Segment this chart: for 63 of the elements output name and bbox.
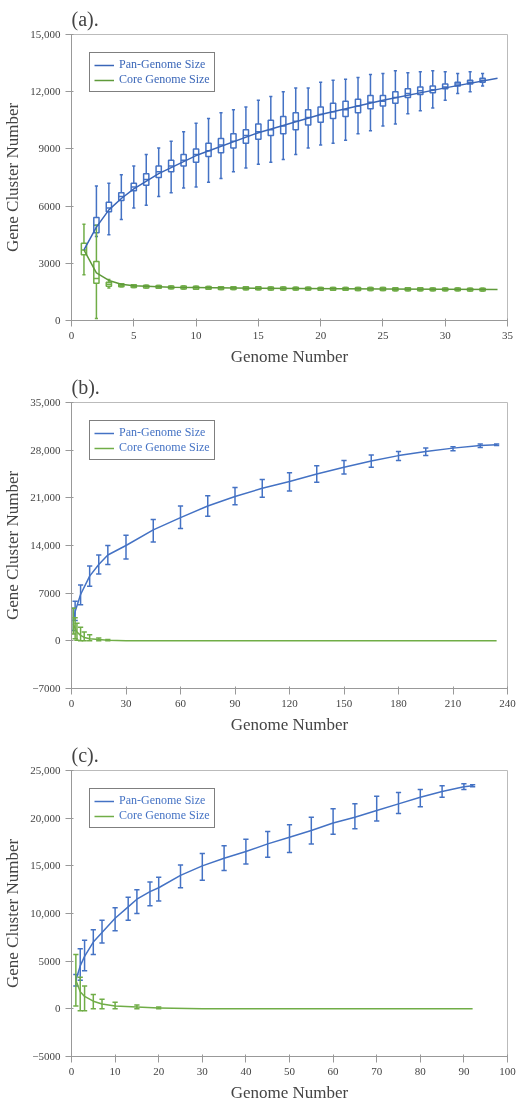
x-tick-label: 120 — [281, 696, 299, 709]
x-tick-label: 50 — [284, 1064, 296, 1077]
y-axis-title: Gene Cluster Number — [3, 470, 23, 621]
y-tick-label: 0 — [55, 1002, 61, 1015]
x-axis-title: Genome Number — [230, 346, 349, 366]
x-tick-label: 10 — [190, 328, 203, 341]
y-tick-label: −7000 — [32, 682, 61, 694]
x-tick-label: 0 — [68, 1064, 75, 1077]
y-tick-label: 3000 — [38, 256, 61, 269]
y-axis-title: Gene Cluster Number — [3, 102, 23, 253]
y-tick-label: 14,000 — [30, 539, 61, 551]
x-tick-label: 35 — [502, 328, 514, 341]
x-tick-label: 90 — [458, 1064, 470, 1077]
legend-label: Pan-Genome Size — [119, 425, 206, 440]
x-tick-label: 240 — [499, 696, 517, 709]
x-tick-label: 30 — [196, 1064, 209, 1077]
y-tick-label: 9000 — [38, 142, 61, 155]
x-tick-label: 80 — [414, 1064, 427, 1077]
y-tick-label: 0 — [55, 634, 61, 647]
y-tick-label: 0 — [55, 314, 61, 326]
y-tick-label: 21,000 — [30, 491, 61, 504]
x-tick-label: 180 — [390, 696, 408, 709]
y-tick-label: 7000 — [38, 586, 61, 599]
x-tick-label: 15 — [252, 328, 265, 341]
x-tick-label: 150 — [335, 696, 353, 709]
x-axis-title: Genome Number — [230, 1082, 349, 1102]
y-tick-label: 15,000 — [30, 28, 61, 40]
y-tick-label: 28,000 — [30, 443, 61, 456]
legend-label: Core Genome Size — [119, 808, 210, 823]
y-tick-label: 15,000 — [30, 859, 61, 872]
legend-label: Pan-Genome Size — [119, 793, 206, 808]
y-tick-label: 10,000 — [30, 907, 61, 919]
x-tick-label: 70 — [371, 1064, 383, 1077]
x-tick-label: 10 — [109, 1064, 122, 1077]
y-tick-label: 5000 — [38, 954, 61, 967]
x-tick-label: 30 — [120, 696, 132, 709]
chart-title: (b). — [71, 375, 100, 399]
x-tick-label: 100 — [499, 1064, 517, 1077]
x-tick-label: 210 — [444, 696, 462, 709]
x-tick-label: 30 — [439, 328, 452, 341]
legend-label: Core Genome Size — [119, 72, 210, 87]
y-tick-label: 12,000 — [30, 85, 61, 98]
x-tick-label: 5 — [131, 328, 138, 341]
y-tick-label: −5000 — [32, 1050, 61, 1062]
y-tick-label: 35,000 — [30, 396, 61, 408]
x-tick-label: 90 — [229, 696, 241, 709]
legend-label: Core Genome Size — [119, 440, 210, 455]
legend-label: Pan-Genome Size — [119, 57, 206, 72]
y-tick-label: 25,000 — [30, 764, 61, 776]
x-tick-label: 40 — [240, 1064, 252, 1077]
y-tick-label: 6000 — [38, 199, 61, 212]
x-tick-label: 25 — [377, 328, 389, 341]
x-tick-label: 60 — [175, 696, 187, 709]
y-axis-title: Gene Cluster Number — [3, 838, 23, 989]
x-tick-label: 0 — [68, 696, 75, 709]
x-tick-label: 0 — [68, 328, 75, 341]
chart-title: (a). — [71, 7, 99, 31]
x-tick-label: 20 — [153, 1064, 165, 1077]
x-axis-title: Genome Number — [230, 714, 349, 734]
chart-title: (c). — [71, 743, 99, 767]
y-tick-label: 20,000 — [30, 811, 61, 824]
x-tick-label: 60 — [327, 1064, 340, 1077]
x-tick-label: 20 — [315, 328, 327, 341]
